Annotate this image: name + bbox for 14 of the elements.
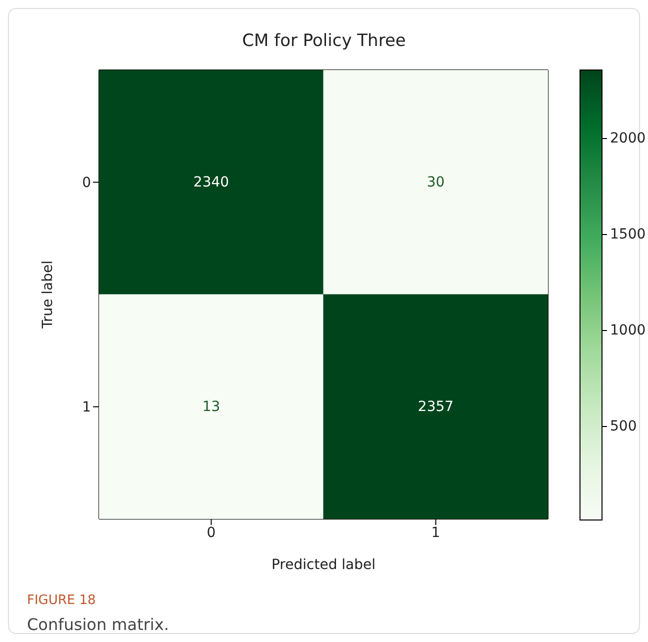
text: Confusion matrix. [27, 615, 169, 634]
colorbar: 500 1000 1500 2000 [579, 69, 648, 521]
data-label: 30 [426, 174, 445, 190]
color-bar-label: 1500 [610, 226, 646, 243]
color-bar-label: 2000 [610, 130, 646, 147]
x-axis-title: Predicted label [271, 557, 376, 573]
data-label: 2357 [418, 398, 454, 415]
data-label: 2340 [193, 174, 230, 190]
caption: FIGURE 18 [27, 593, 96, 608]
data-label: 13 [202, 398, 220, 415]
chart-title: CM for Policy Three [241, 31, 407, 51]
color-bar-label: 500 [610, 418, 637, 435]
color-bar-label: 1000 [610, 322, 646, 339]
y-axis-title: True label [40, 260, 56, 330]
